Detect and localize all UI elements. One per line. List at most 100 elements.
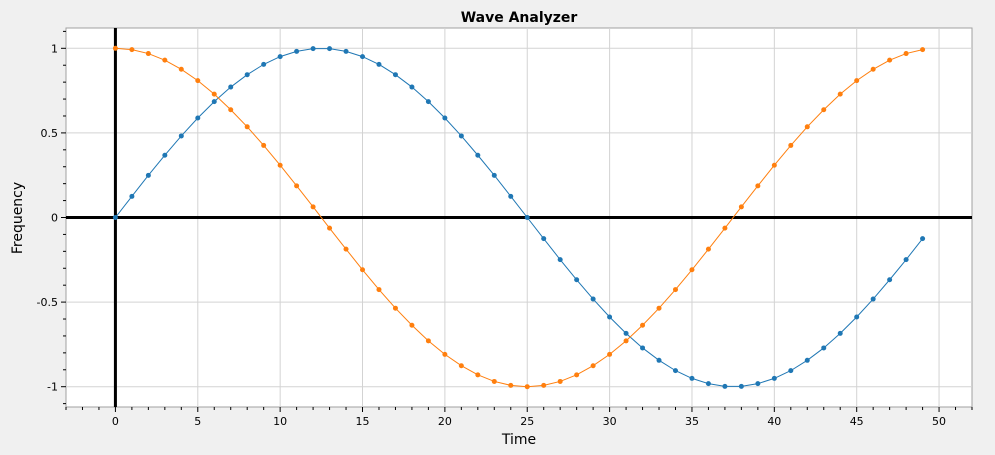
series-2-point bbox=[310, 204, 316, 210]
series-1-point bbox=[804, 357, 810, 363]
series-2-point bbox=[360, 267, 366, 273]
series-2-point bbox=[475, 372, 481, 378]
series-2-point bbox=[854, 78, 860, 84]
series-1-point bbox=[738, 383, 744, 389]
series-2-point bbox=[195, 78, 201, 84]
series-1-point bbox=[771, 375, 777, 381]
series-1-point bbox=[508, 193, 514, 199]
series-1-point bbox=[376, 61, 382, 67]
x-tick-label: 10 bbox=[273, 415, 287, 428]
series-2-point bbox=[178, 66, 184, 72]
series-2-point bbox=[705, 246, 711, 252]
series-2-point bbox=[376, 287, 382, 293]
series-2-point bbox=[574, 372, 580, 378]
series-2-point bbox=[145, 51, 151, 57]
series-2-point bbox=[590, 363, 596, 369]
series-2-point bbox=[524, 384, 530, 390]
series-1-point bbox=[310, 46, 316, 52]
series-2-point bbox=[162, 57, 168, 63]
y-tick-label: 1 bbox=[51, 42, 58, 55]
x-tick-label: 50 bbox=[932, 415, 946, 428]
series-1-point bbox=[870, 296, 876, 302]
series-1-point bbox=[442, 115, 448, 121]
series-2-point bbox=[722, 225, 728, 231]
series-1-point bbox=[409, 84, 415, 90]
series-1-point bbox=[211, 99, 217, 105]
series-1-point bbox=[491, 172, 497, 178]
series-1-point bbox=[360, 54, 366, 60]
series-2-point bbox=[541, 382, 547, 388]
chart-title: Wave Analyzer bbox=[461, 10, 578, 26]
series-1-point bbox=[640, 345, 646, 351]
series-1-point bbox=[920, 236, 926, 242]
series-2-point bbox=[689, 267, 695, 273]
series-1-point bbox=[392, 72, 398, 78]
series-2-point bbox=[129, 47, 135, 53]
y-tick-label: 0 bbox=[51, 212, 58, 225]
series-2-point bbox=[508, 382, 514, 388]
series-2-point bbox=[343, 246, 349, 252]
series-1-point bbox=[623, 330, 629, 336]
series-2-point bbox=[392, 305, 398, 311]
series-2-point bbox=[920, 47, 926, 53]
series-1-line bbox=[115, 48, 923, 387]
series-1-point bbox=[574, 277, 580, 283]
series-2-point bbox=[771, 162, 777, 168]
x-tick-label: 25 bbox=[520, 415, 534, 428]
series-2-point bbox=[755, 183, 761, 189]
series-1-point bbox=[475, 152, 481, 158]
x-tick-label: 15 bbox=[356, 415, 370, 428]
series-1-point bbox=[590, 296, 596, 302]
series-2-point bbox=[887, 57, 893, 63]
x-tick-label: 5 bbox=[194, 415, 201, 428]
series-2-point bbox=[640, 322, 646, 328]
series-1-point bbox=[722, 383, 728, 389]
x-tick-label: 35 bbox=[685, 415, 699, 428]
series-2-point bbox=[244, 124, 250, 130]
x-axis-label: Time bbox=[501, 432, 536, 448]
series-2-point bbox=[327, 225, 333, 231]
series-2-point bbox=[442, 351, 448, 357]
x-axis-ticks: 0 5 10 15 20 25 30 35 40 45 50 bbox=[65, 407, 973, 428]
series-1-point bbox=[178, 133, 184, 139]
x-tick-label: 45 bbox=[850, 415, 864, 428]
series-1-point bbox=[821, 345, 827, 351]
series-1-point bbox=[887, 277, 893, 283]
series-2-point bbox=[607, 351, 613, 357]
series-1-point bbox=[162, 152, 168, 158]
series-2-point bbox=[623, 338, 629, 344]
series-1-point bbox=[294, 48, 300, 54]
series-1-point bbox=[343, 48, 349, 54]
series-1-point bbox=[672, 368, 678, 374]
series-1-point bbox=[524, 215, 530, 220]
series-2-point bbox=[491, 378, 497, 384]
x-tick-label: 30 bbox=[603, 415, 617, 428]
series-2-point bbox=[425, 338, 431, 344]
series-2-line bbox=[115, 47, 923, 388]
series-1-point bbox=[228, 84, 234, 90]
series-2-point bbox=[656, 305, 662, 311]
series-1-point bbox=[277, 54, 283, 60]
y-tick-label: -1 bbox=[47, 381, 58, 394]
series-1-point bbox=[755, 381, 761, 387]
y-tick-label: -0.5 bbox=[37, 296, 58, 309]
series-2-point bbox=[804, 124, 810, 130]
series-1-point bbox=[557, 257, 563, 263]
series-1-point bbox=[129, 193, 135, 199]
series-2-point bbox=[211, 91, 217, 97]
series-1-point bbox=[854, 314, 860, 320]
series-2-point bbox=[903, 51, 909, 57]
series-1-point bbox=[837, 330, 843, 336]
y-axis-label: Frequency bbox=[10, 182, 26, 254]
y-tick-label: 0.5 bbox=[41, 127, 59, 140]
series-2-point bbox=[672, 287, 678, 293]
series-2-point bbox=[458, 363, 464, 369]
series-2-point bbox=[738, 204, 744, 210]
series-1-point bbox=[195, 115, 201, 121]
series-2-point bbox=[294, 183, 300, 189]
series-1-point bbox=[607, 314, 613, 320]
series-1-point bbox=[541, 236, 547, 242]
series-2-point bbox=[112, 45, 118, 51]
